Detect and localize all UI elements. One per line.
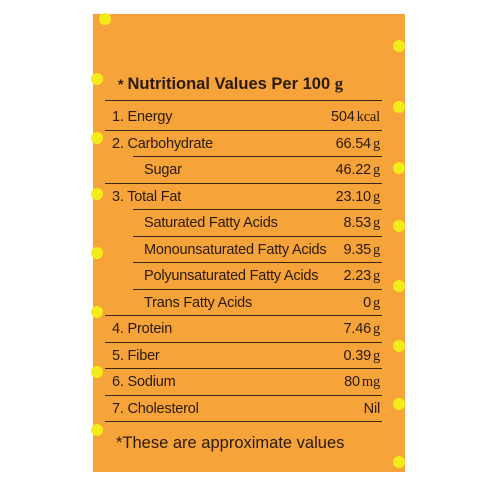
punch-hole-dot — [91, 132, 103, 144]
nutrient-amount: 7.46 — [343, 321, 372, 337]
row-divider — [133, 209, 382, 210]
nutrient-unit: g — [372, 347, 380, 364]
nutrient-amount: 0.39 — [343, 347, 372, 364]
nutrient-label: 3. Total Fat — [112, 188, 182, 205]
nutrient-value: 23.10 g — [240, 184, 381, 210]
punch-hole-dot — [91, 306, 103, 318]
row-divider — [105, 315, 382, 316]
nutrient-value: 80 mg — [240, 369, 380, 395]
row-divider — [105, 182, 382, 184]
nutrient-label: Trans Fatty Acids — [144, 294, 253, 311]
punch-hole-dot — [393, 280, 405, 292]
nutrient-label: Sugar — [144, 162, 182, 178]
title-asterisk: * — [118, 76, 124, 92]
row-divider — [105, 394, 382, 396]
nutrient-unit: g — [372, 294, 380, 311]
row-divider — [105, 368, 382, 369]
nutrient-unit: g — [372, 321, 380, 337]
row-divider — [105, 421, 382, 422]
row-divider — [105, 129, 382, 131]
row-divider — [105, 100, 382, 101]
nutrient-label: 7. Cholesterol — [112, 400, 199, 417]
nutrient-amount: 23.10 — [335, 188, 371, 205]
nutrient-unit: g — [372, 215, 380, 231]
punch-hole-dot — [393, 340, 405, 352]
title-text: Nutritional Values Per 100 — [127, 75, 331, 93]
nutrient-label: 6. Sodium — [112, 374, 176, 390]
nutrient-amount: 0 — [363, 294, 371, 311]
row-divider — [133, 156, 382, 157]
nutrient-label: Monounsaturated Fatty Acids — [144, 241, 327, 258]
punch-hole-dot — [99, 13, 111, 25]
punch-hole-dot — [393, 162, 405, 174]
punch-hole-dot — [393, 220, 405, 232]
nutrient-value: 504 kcal — [240, 104, 380, 130]
nutrient-label: 4. Protein — [112, 321, 173, 337]
punch-hole-dot — [91, 424, 103, 436]
punch-hole-dot — [91, 247, 103, 259]
nutrient-value: 2.23 g — [240, 263, 381, 289]
nutrient-label: 1. Energy — [112, 109, 173, 125]
table-title: * Nutritional Values Per 100 g — [118, 70, 343, 98]
nutrient-unit: g — [372, 162, 380, 178]
row-divider — [133, 262, 382, 263]
punch-hole-dot — [91, 366, 103, 378]
nutrient-amount: 80 — [344, 374, 360, 390]
nutrient-unit: g — [372, 268, 380, 284]
nutrient-value: 0.39 g — [240, 343, 381, 369]
nutrient-amount: Nil — [363, 400, 381, 417]
nutrient-value: 66.54 g — [240, 131, 381, 157]
footer-note: *These are approximate values — [116, 430, 344, 456]
footer-text: These are approximate values — [122, 434, 345, 452]
punch-hole-dot — [393, 40, 405, 52]
nutrient-unit: mg — [361, 374, 380, 390]
nutrient-unit: g — [372, 241, 380, 258]
row-divider — [133, 235, 382, 237]
punch-hole-dot — [393, 456, 405, 468]
punch-hole-dot — [393, 398, 405, 410]
nutrient-value: Nil — [240, 396, 381, 422]
nutrient-label: 5. Fiber — [112, 347, 160, 364]
punch-hole-dot — [91, 73, 103, 85]
nutrient-unit: kcal — [356, 109, 381, 125]
nutrient-amount: 8.53 — [343, 215, 372, 231]
nutrient-amount: 504 — [331, 109, 355, 125]
nutrient-unit: g — [372, 188, 380, 205]
nutrient-label: 2. Carbohydrate — [112, 135, 213, 152]
row-divider — [105, 341, 382, 343]
nutrient-value: 7.46 g — [240, 316, 381, 342]
punch-hole-dot — [91, 188, 103, 200]
nutrient-value: 9.35 g — [240, 237, 381, 263]
nutrition-label-panel — [93, 14, 405, 472]
nutrient-value: 46.22 g — [240, 157, 381, 183]
title-unit: g — [334, 74, 343, 93]
nutrient-amount: 9.35 — [343, 241, 372, 258]
footer-asterisk: * — [116, 434, 123, 452]
nutrient-amount: 66.54 — [335, 135, 371, 152]
nutrient-amount: 2.23 — [343, 268, 372, 284]
punch-hole-dot — [393, 101, 405, 113]
nutrient-value: 8.53 g — [240, 210, 381, 236]
nutrient-amount: 46.22 — [335, 162, 371, 178]
row-divider — [133, 288, 382, 290]
nutrient-unit: g — [372, 135, 380, 152]
nutrient-label: Polyunsaturated Fatty Acids — [144, 268, 319, 284]
nutrient-label: Saturated Fatty Acids — [144, 215, 278, 231]
